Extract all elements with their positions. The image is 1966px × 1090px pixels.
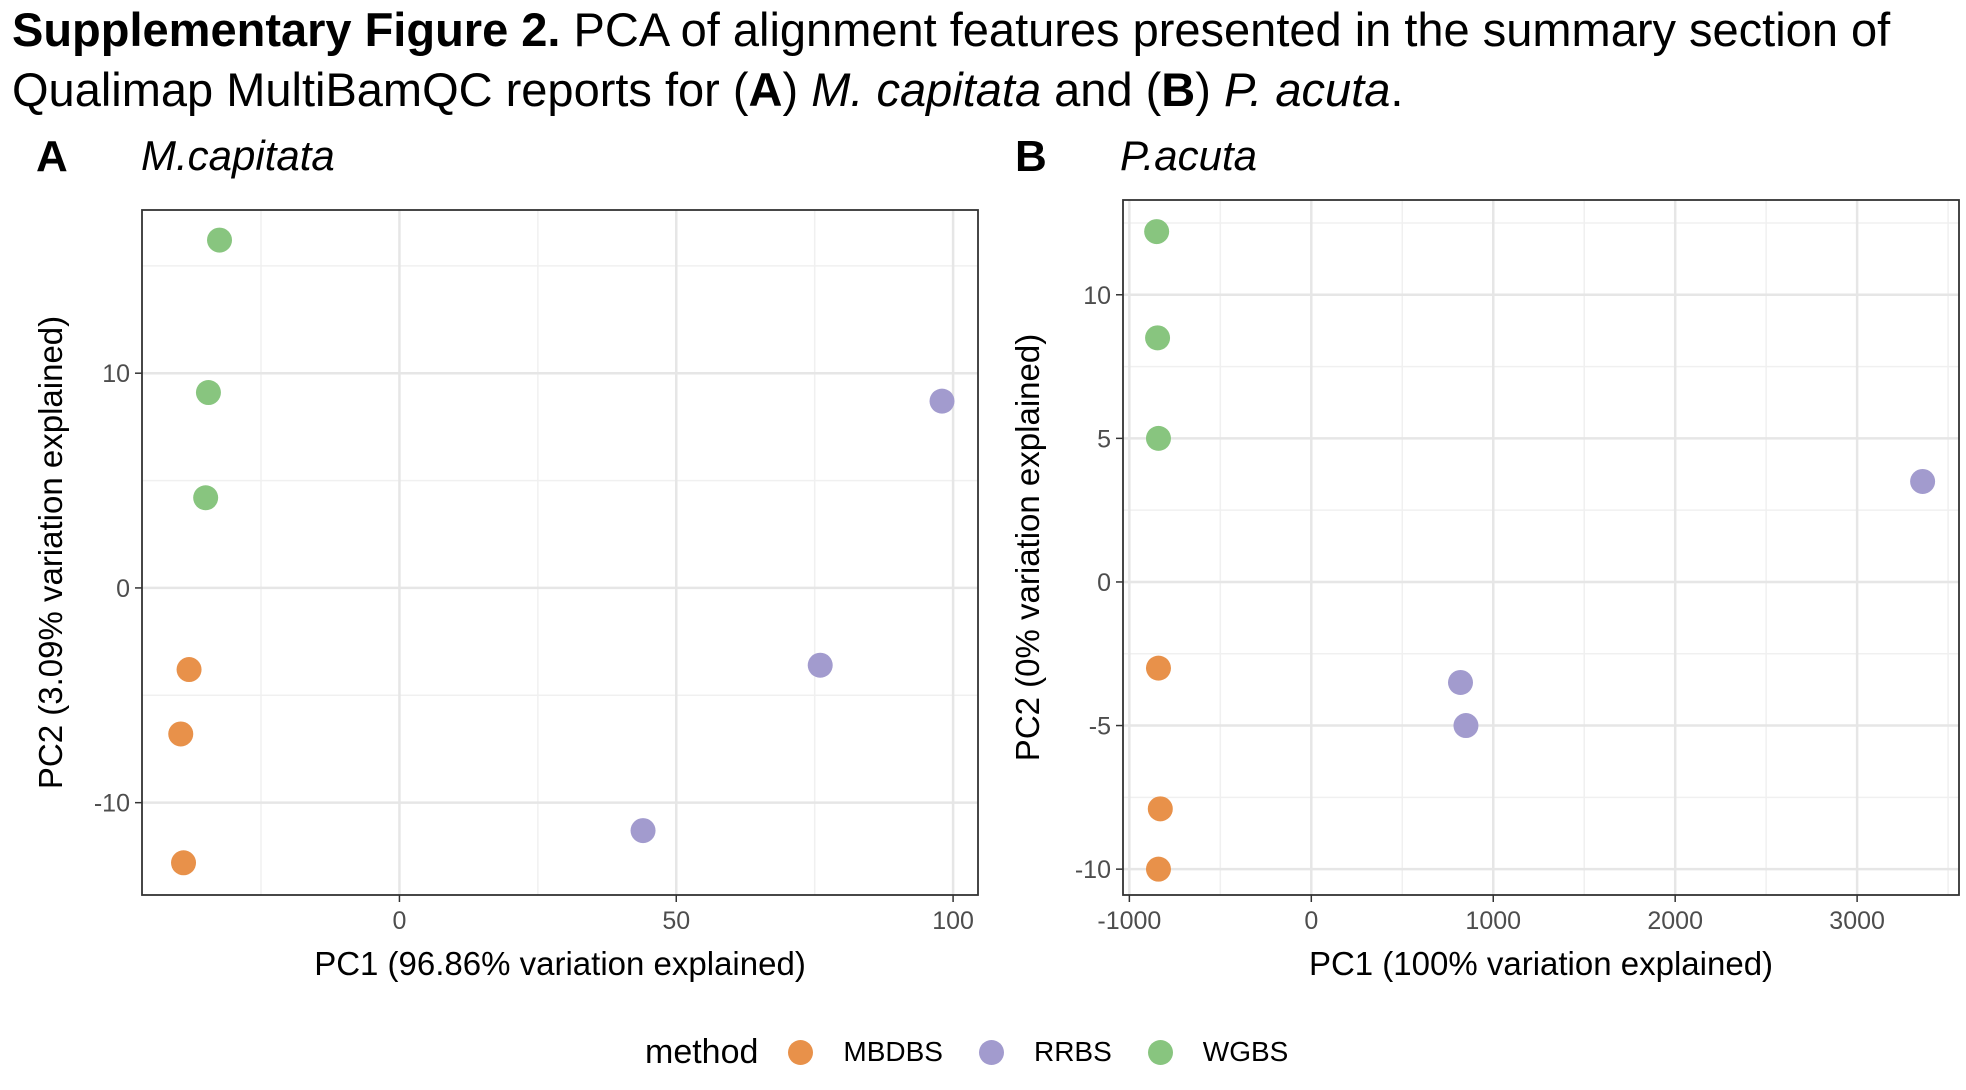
panel-b-point-rrbs <box>1447 669 1473 695</box>
panel-b-point-wgbs <box>1145 425 1171 451</box>
panel-b-point-mbdbs <box>1147 796 1173 822</box>
legend-swatch-rrbs <box>978 1039 1004 1065</box>
panel-b-panel-border <box>1122 199 1960 896</box>
caption-text-1: PCA of alignment features presented in t… <box>12 3 1891 116</box>
panel-b-point-rrbs <box>1453 713 1479 739</box>
panel-a-point-mbdbs <box>171 850 197 876</box>
panel-b-tick-label-x: 3000 <box>1829 907 1885 935</box>
panel-b-tick-label-y: 5 <box>1097 425 1111 453</box>
legend-item-mbdbs: MBDBS <box>788 1036 943 1068</box>
caption-text-3: and ( <box>1041 63 1162 116</box>
panel-b-title: P.acuta <box>1120 132 1258 179</box>
caption-species-a: M. capitata <box>811 63 1042 116</box>
legend-item-rrbs: RRBS <box>978 1036 1112 1068</box>
panel-a-tick-label-x: 50 <box>662 907 690 935</box>
panel-a-point-rrbs <box>929 388 955 414</box>
panel-b-tick-label-x: 2000 <box>1647 907 1703 935</box>
caption-text-4: ) <box>1195 63 1224 116</box>
panel-b-point-wgbs <box>1144 219 1170 245</box>
panel-b-tick-label-x: 1000 <box>1465 907 1521 935</box>
caption-bold: Supplementary Figure 2. <box>12 3 561 56</box>
legend-swatch-mbdbs <box>788 1039 814 1065</box>
panel-a-panel-border <box>141 209 979 896</box>
panel-a-point-mbdbs <box>176 657 202 683</box>
panel-b-tick-label-y: -10 <box>1075 856 1111 884</box>
caption-text-5: . <box>1390 63 1404 116</box>
panel-a-letter: A <box>36 132 68 181</box>
caption-letter-a: A <box>748 63 783 116</box>
figure-caption: Supplementary Figure 2. PCA of alignment… <box>12 0 1962 120</box>
caption-species-b: P. acuta <box>1223 63 1391 116</box>
caption-text-2: ) <box>782 63 812 116</box>
legend: method MBDBS RRBS WGBS <box>645 1020 1324 1084</box>
panel-b-tick-label-y: 0 <box>1097 569 1111 597</box>
caption-letter-b: B <box>1161 63 1196 116</box>
panel-a-point-wgbs <box>207 227 233 253</box>
panel-a-point-wgbs <box>193 485 219 511</box>
panel-a-plot-area <box>142 210 978 895</box>
legend-item-wgbs: WGBS <box>1147 1036 1289 1068</box>
panel-a-title: M.capitata <box>141 132 335 179</box>
panel-b-tick-label-x: -1000 <box>1097 907 1161 935</box>
panel-b-y-axis-title: PC2 (0% variation explained) <box>1009 334 1046 761</box>
scatter-plot-b: -1000 0 1000 2000 3000 -10 -5 0 5 10 PC1 (100% var… <box>1009 199 1960 982</box>
panel-a-tick-label-x: 0 <box>392 907 406 935</box>
scatter-plot-a: 0 50 100 -10 0 10 PC1 (96.86% variation explai… <box>32 209 979 982</box>
panel-b-point-mbdbs <box>1145 655 1171 681</box>
panel-b-plot-area <box>1123 200 1959 895</box>
legend-label-mbdbs: MBDBS <box>843 1036 943 1067</box>
panel-b-point-mbdbs <box>1145 856 1171 882</box>
panel-b-tick-label-x: 0 <box>1304 907 1318 935</box>
panel-b-letter: B <box>1015 132 1047 181</box>
panel-a-x-axis-title: PC1 (96.86% variation explained) <box>314 945 806 982</box>
panel-a-tick-label-y: 0 <box>116 575 130 603</box>
panel-a-y-axis-title: PC2 (3.09% variation explained) <box>32 316 69 789</box>
legend-swatch-wgbs <box>1147 1039 1173 1065</box>
panel-a-tick-label-y: 10 <box>102 360 130 388</box>
panel-a-tick-label-y: -10 <box>94 790 130 818</box>
panel-a-point-rrbs <box>807 652 833 678</box>
panel-a-point-wgbs <box>195 380 221 406</box>
panel-b-point-wgbs <box>1145 325 1171 351</box>
panel-a-tick-label-x: 100 <box>932 907 974 935</box>
legend-label-rrbs: RRBS <box>1033 1036 1112 1067</box>
panel-a-point-rrbs <box>630 818 656 844</box>
panel-b-tick-label-y: -5 <box>1089 713 1111 741</box>
panel-b-point-rrbs <box>1910 468 1936 494</box>
panel-a-point-mbdbs <box>168 721 194 747</box>
panel-b-x-axis-title: PC1 (100% variation explained) <box>1309 945 1773 982</box>
legend-title: method <box>645 1032 759 1071</box>
panel-b-tick-label-y: 10 <box>1083 282 1111 310</box>
legend-label-wgbs: WGBS <box>1202 1036 1289 1067</box>
